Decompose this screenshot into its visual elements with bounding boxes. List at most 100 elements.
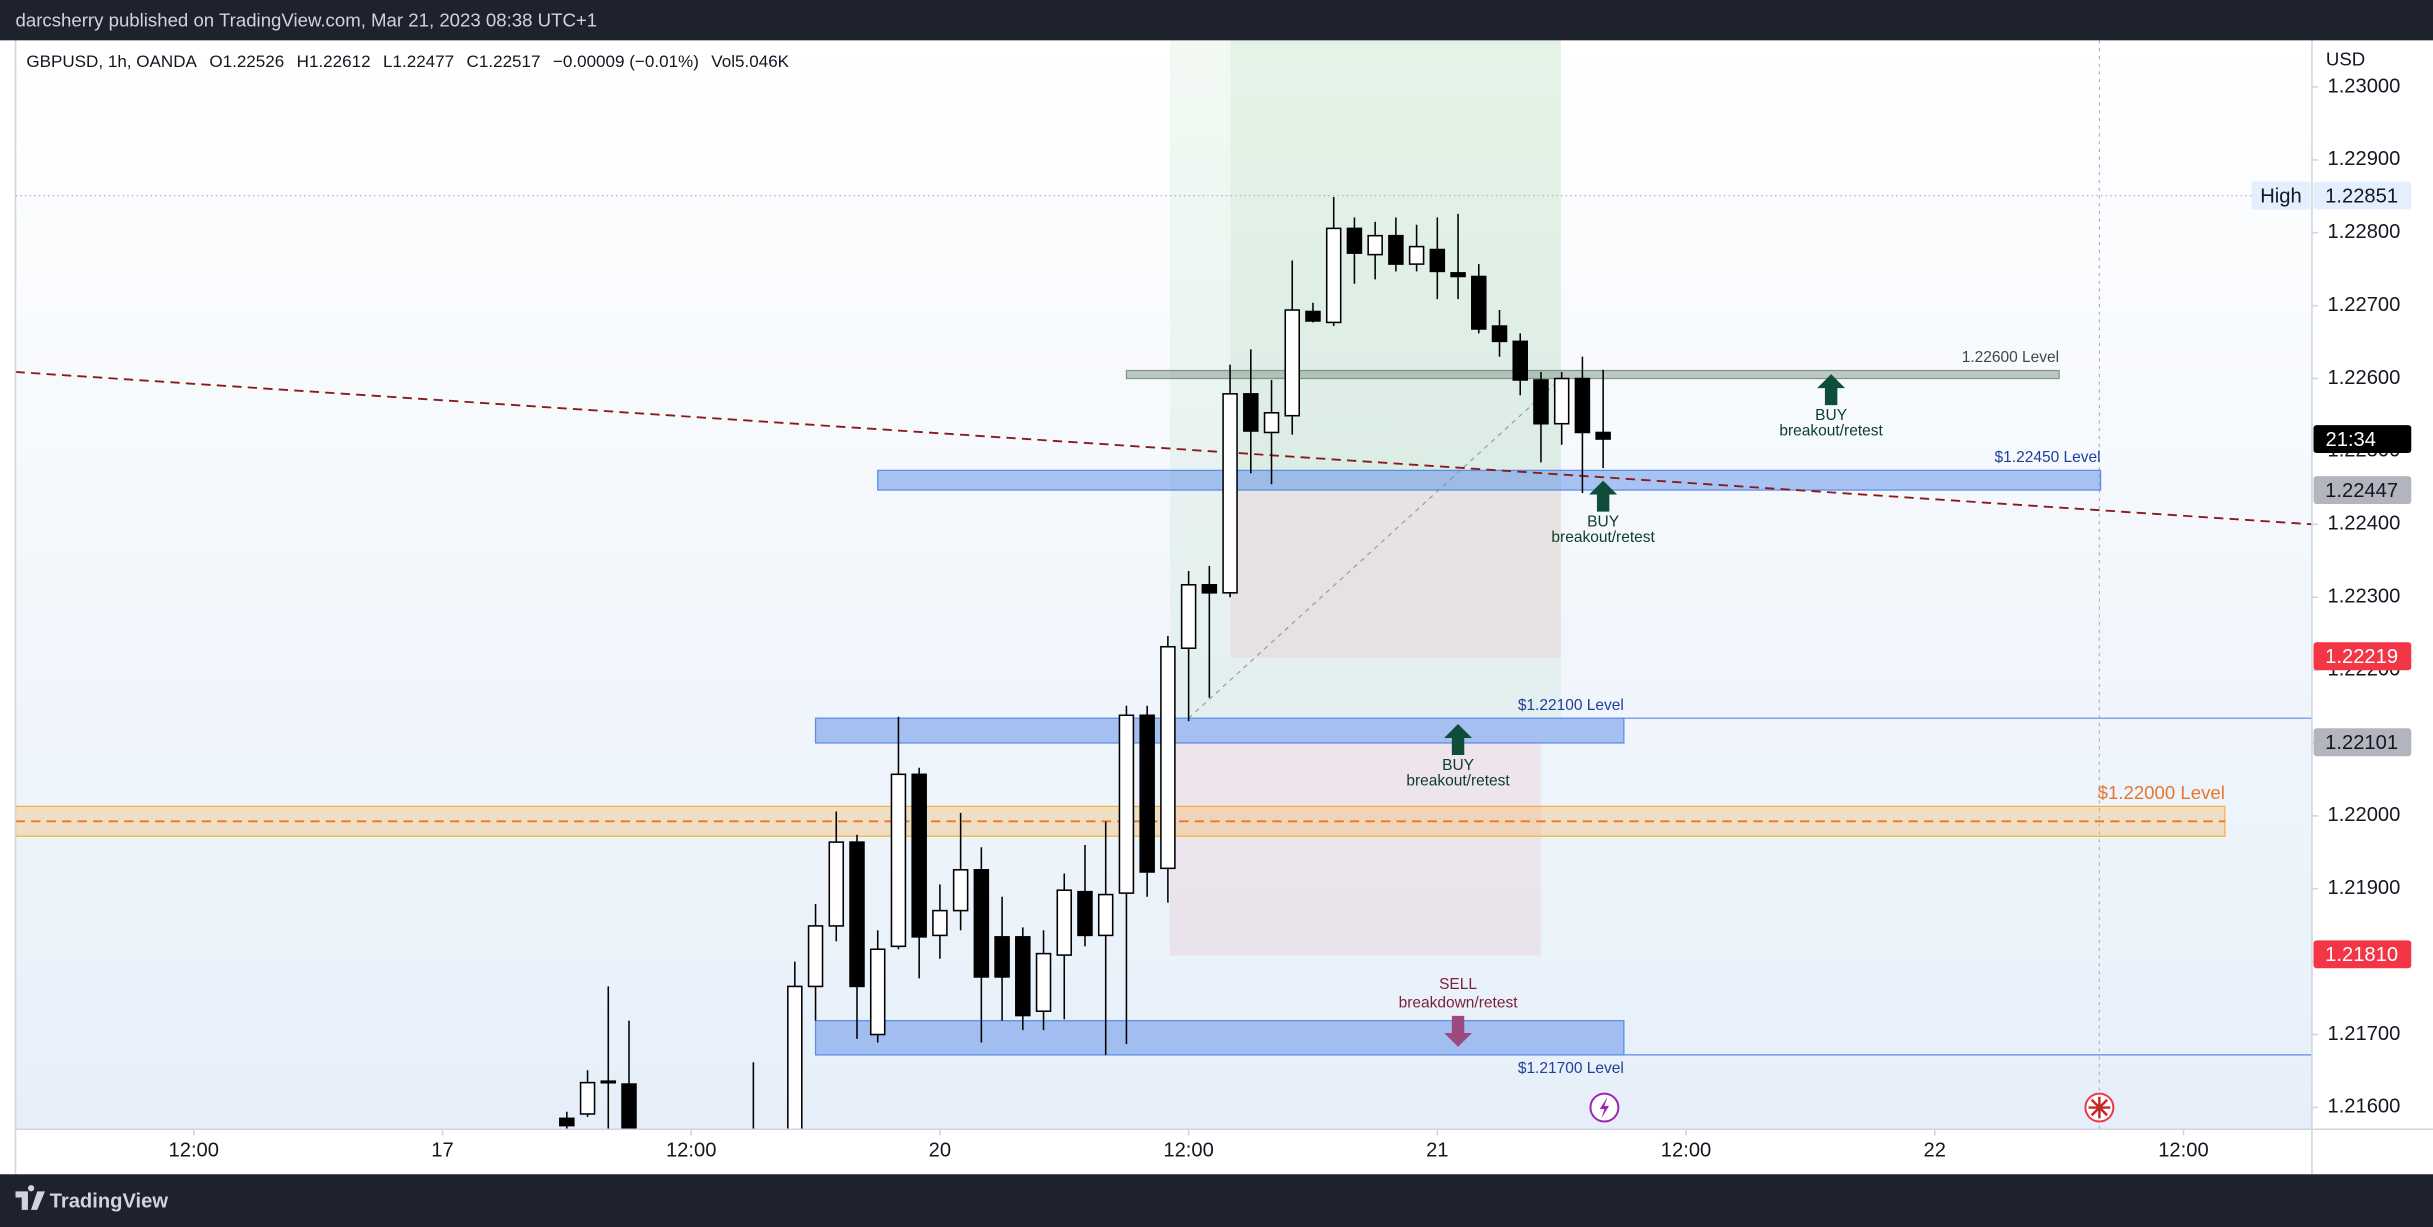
axis-labels: 1.230001.229001.228001.227001.226001.225…: [15, 75, 2412, 1161]
price-axis: [2311, 40, 2433, 1175]
signal-arrow: [1589, 480, 1618, 512]
candle-body: [911, 773, 927, 938]
candle-body: [807, 925, 824, 988]
published-text: darcsherry published on TradingView.com,…: [16, 10, 598, 31]
candle-body: [1222, 393, 1238, 594]
y-tick-label: 1.22700: [2327, 294, 2400, 316]
brand-logo: [15, 1185, 45, 1210]
candle-body: [1284, 309, 1301, 417]
candle-body: [1471, 275, 1487, 330]
candle-body: [1305, 310, 1321, 322]
candle-body: [1201, 584, 1218, 594]
loss-zone: [1169, 743, 1541, 956]
price-name: High: [2260, 185, 2301, 207]
price-badge: [2313, 181, 2412, 210]
candle-body: [890, 773, 907, 948]
countdown-badge: [2313, 425, 2412, 453]
y-tick-label: 1.22900: [2327, 148, 2400, 170]
y-tick-label: 1.22400: [2327, 513, 2400, 535]
level-zone: [814, 1020, 1625, 1056]
candle-body: [1035, 952, 1052, 1012]
candle-body: [1118, 714, 1135, 894]
x-tick-label: 21: [1426, 1139, 1448, 1161]
level-label: $1.22450 Level: [1995, 449, 2101, 466]
signal-arrow: [1817, 374, 1846, 406]
signal-label: BUY: [1587, 514, 1619, 531]
legend-open: O1.22526: [209, 52, 284, 71]
candle-body: [849, 841, 865, 988]
position-line: [1188, 378, 1562, 719]
event-icon-glyph: [2088, 1096, 2111, 1119]
signal-arrow: [1444, 724, 1473, 756]
price-badge-label: 1.22101: [2325, 732, 2398, 754]
top-bar: [0, 0, 2433, 41]
x-tick-label: 22: [1924, 1139, 1946, 1161]
y-tick-label: 1.22300: [2327, 586, 2400, 608]
y-tick-label: 1.21700: [2327, 1023, 2400, 1045]
x-tick-label: 12:00: [2158, 1139, 2208, 1161]
level-zone: [1125, 369, 2060, 380]
candle-body: [1429, 248, 1446, 273]
symbol-legend: GBPUSD, 1h, OANDA O1.22526 H1.22612 L1.2247…: [26, 52, 789, 71]
y-tick-label: 1.22600: [2327, 367, 2400, 389]
candles: [559, 197, 1611, 1130]
countdown: 21:34: [2326, 429, 2376, 451]
profit-zone: [1169, 40, 1561, 719]
legend-close: C1.22517: [467, 52, 541, 71]
plot-area: [15, 40, 2312, 1130]
candle-body: [869, 948, 886, 1036]
level-label: $1.22000 Level: [2098, 782, 2225, 803]
signal-label: BUY: [1442, 757, 1474, 774]
x-tick-label: 17: [431, 1139, 453, 1161]
candle-body: [1180, 584, 1197, 649]
legend-low: L1.22477: [383, 52, 454, 71]
candle-body: [828, 841, 845, 927]
candle-body: [621, 1083, 637, 1130]
candle-body: [952, 869, 969, 912]
level-label: 1.22600 Level: [1962, 349, 2059, 366]
y-tick-label: 1.22800: [2327, 221, 2400, 243]
y-tick-label: 1.23000: [2327, 75, 2400, 97]
candle-body: [1450, 272, 1466, 278]
candle-body: [579, 1081, 596, 1115]
loss-zone: [1230, 490, 1561, 658]
price-badge-label: 1.22219: [2325, 646, 2398, 668]
legend-high: H1.22612: [297, 52, 371, 71]
signal-label: BUY: [1815, 407, 1847, 424]
x-tick-label: 12:00: [666, 1139, 716, 1161]
candle-body: [994, 936, 1010, 978]
time-axis: [15, 1129, 2312, 1175]
price-badge-label: 1.22447: [2325, 480, 2398, 502]
signal-sublabel: breakout/retest: [1551, 529, 1655, 546]
candle-body: [1097, 893, 1114, 937]
event-icon-glyph: [1599, 1096, 1610, 1119]
legend-change: −0.00009 (−0.01%): [553, 52, 699, 71]
candle-body: [1512, 340, 1528, 381]
price-badge: [2313, 940, 2412, 969]
price-badge: [2313, 728, 2412, 757]
candle-body: [1574, 377, 1591, 434]
candle-body: [600, 1080, 617, 1084]
candle-body: [1263, 412, 1280, 434]
candle-body: [1139, 714, 1155, 873]
signal-sublabel: breakout/retest: [1406, 773, 1510, 790]
x-tick-label: 20: [929, 1139, 951, 1161]
candle-body: [1595, 431, 1611, 440]
price-badge-label: 1.22851: [2325, 185, 2398, 207]
candle-body: [787, 985, 803, 1130]
bottom-bar: [0, 1174, 2433, 1227]
x-tick-label: 12:00: [169, 1139, 219, 1161]
candle-body: [1491, 325, 1508, 343]
price-name-box: [2251, 181, 2311, 210]
price-badge: [2313, 642, 2412, 671]
y-tick-label: 1.22000: [2327, 804, 2400, 826]
candle-body: [1346, 227, 1363, 254]
x-tick-label: 12:00: [1163, 1139, 1213, 1161]
position-tool: [1169, 40, 2101, 1130]
candle-body: [1533, 379, 1549, 425]
candle-body: [1015, 936, 1031, 1017]
candle-body: [1367, 234, 1383, 256]
level-label: $1.22100 Level: [1518, 697, 1624, 714]
